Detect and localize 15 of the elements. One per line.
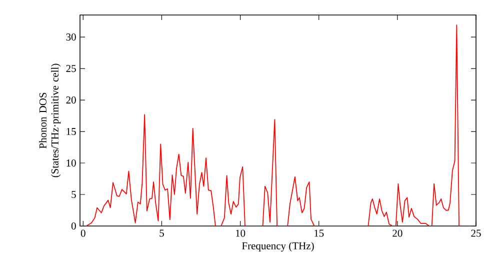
x-tick-label: 15 (314, 230, 324, 237)
x-tick-label: 10 (236, 230, 246, 237)
y-tick-label: 20 (66, 96, 76, 104)
y-tick-label: 0 (71, 222, 76, 230)
x-tick-label: 5 (160, 230, 164, 237)
y-tick-label: 30 (66, 33, 76, 41)
y-tick-label: 10 (66, 159, 76, 167)
x-tick-label: 20 (392, 230, 402, 237)
y-tick-label: 25 (66, 65, 76, 72)
y-axis-title: Phonon DOS (States/THz·primitive cell) (39, 64, 61, 178)
x-tick-label: 0 (80, 230, 86, 237)
x-axis-title: Frequency (THz) (242, 242, 314, 252)
x-tick-label: 25 (471, 230, 481, 237)
y-tick-label: 15 (66, 128, 76, 136)
y-tick-label: 5 (72, 191, 76, 198)
